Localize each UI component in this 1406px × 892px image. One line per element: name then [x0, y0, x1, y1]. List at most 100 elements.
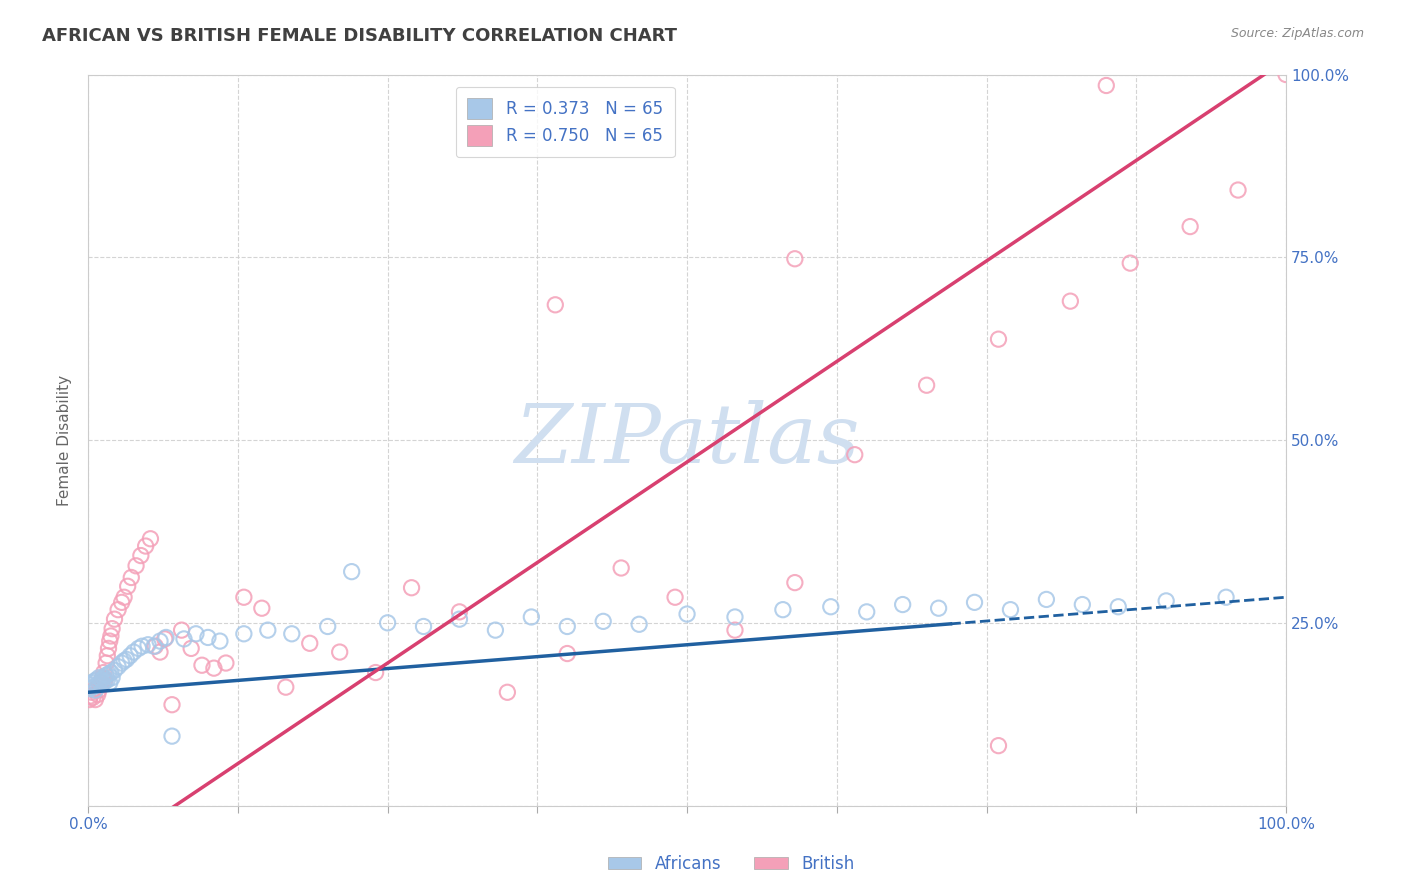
Point: [90, 675, 112, 690]
Y-axis label: Female Disability: Female Disability: [58, 375, 72, 506]
Point: [96, 648, 118, 663]
Point: [117, 579, 139, 593]
Point: [129, 549, 152, 563]
Point: [340, 565, 363, 579]
Point: [79, 678, 101, 692]
Point: [855, 605, 877, 619]
Point: [544, 298, 567, 312]
Point: [1227, 183, 1250, 197]
Point: [377, 615, 399, 630]
Point: [83, 683, 105, 698]
Point: [449, 612, 471, 626]
Point: [80, 685, 103, 699]
Point: [94, 673, 117, 687]
Point: [256, 623, 278, 637]
Point: [928, 601, 950, 615]
Point: [82, 680, 104, 694]
Point: [783, 252, 806, 266]
Point: [107, 602, 129, 616]
Point: [610, 561, 633, 575]
Point: [89, 675, 111, 690]
Point: [496, 685, 519, 699]
Point: [79, 681, 101, 696]
Point: [100, 665, 122, 680]
Point: [160, 698, 183, 712]
Point: [84, 683, 107, 698]
Point: [153, 632, 176, 646]
Point: [94, 668, 117, 682]
Point: [772, 602, 794, 616]
Point: [160, 729, 183, 743]
Point: [215, 656, 238, 670]
Text: AFRICAN VS BRITISH FEMALE DISABILITY CORRELATION CHART: AFRICAN VS BRITISH FEMALE DISABILITY COR…: [42, 27, 678, 45]
Point: [143, 639, 166, 653]
Point: [120, 648, 142, 663]
Point: [139, 532, 162, 546]
Point: [131, 639, 153, 653]
Point: [120, 570, 142, 584]
Point: [208, 634, 231, 648]
Point: [987, 739, 1010, 753]
Point: [555, 647, 578, 661]
Point: [90, 673, 112, 687]
Legend: R = 0.373   N = 65, R = 0.750   N = 65: R = 0.373 N = 65, R = 0.750 N = 65: [456, 87, 675, 157]
Point: [170, 623, 193, 637]
Point: [93, 671, 115, 685]
Point: [143, 639, 166, 653]
Point: [103, 612, 125, 626]
Point: [250, 601, 273, 615]
Point: [87, 683, 110, 698]
Point: [149, 634, 172, 648]
Point: [101, 671, 124, 685]
Point: [1119, 256, 1142, 270]
Point: [84, 692, 107, 706]
Point: [281, 627, 304, 641]
Point: [197, 631, 219, 645]
Point: [93, 665, 115, 680]
Point: [724, 610, 747, 624]
Point: [79, 689, 101, 703]
Point: [100, 629, 122, 643]
Point: [155, 631, 177, 645]
Point: [1071, 598, 1094, 612]
Point: [1035, 592, 1057, 607]
Point: [91, 675, 114, 690]
Point: [96, 673, 118, 687]
Point: [724, 623, 747, 637]
Point: [86, 673, 108, 687]
Point: [125, 558, 148, 573]
Point: [180, 641, 202, 656]
Point: [676, 607, 699, 621]
Point: [987, 332, 1010, 346]
Point: [1178, 219, 1201, 234]
Point: [1095, 78, 1118, 93]
Point: [101, 622, 124, 636]
Point: [135, 539, 157, 553]
Point: [364, 665, 387, 680]
Point: [97, 641, 120, 656]
Point: [449, 605, 471, 619]
Point: [83, 674, 105, 689]
Point: [891, 598, 914, 612]
Point: [87, 688, 110, 702]
Point: [1275, 68, 1298, 82]
Point: [555, 619, 578, 633]
Point: [820, 599, 842, 614]
Point: [136, 638, 159, 652]
Point: [1059, 294, 1081, 309]
Point: [1154, 594, 1177, 608]
Point: [86, 681, 108, 696]
Point: [232, 591, 254, 605]
Legend: Africans, British: Africans, British: [602, 848, 860, 880]
Point: [184, 627, 207, 641]
Point: [112, 654, 135, 668]
Point: [94, 674, 117, 689]
Point: [98, 634, 121, 648]
Point: [97, 667, 120, 681]
Point: [844, 448, 866, 462]
Point: [298, 636, 321, 650]
Point: [173, 632, 195, 646]
Point: [80, 675, 103, 690]
Point: [111, 656, 134, 670]
Point: [202, 661, 225, 675]
